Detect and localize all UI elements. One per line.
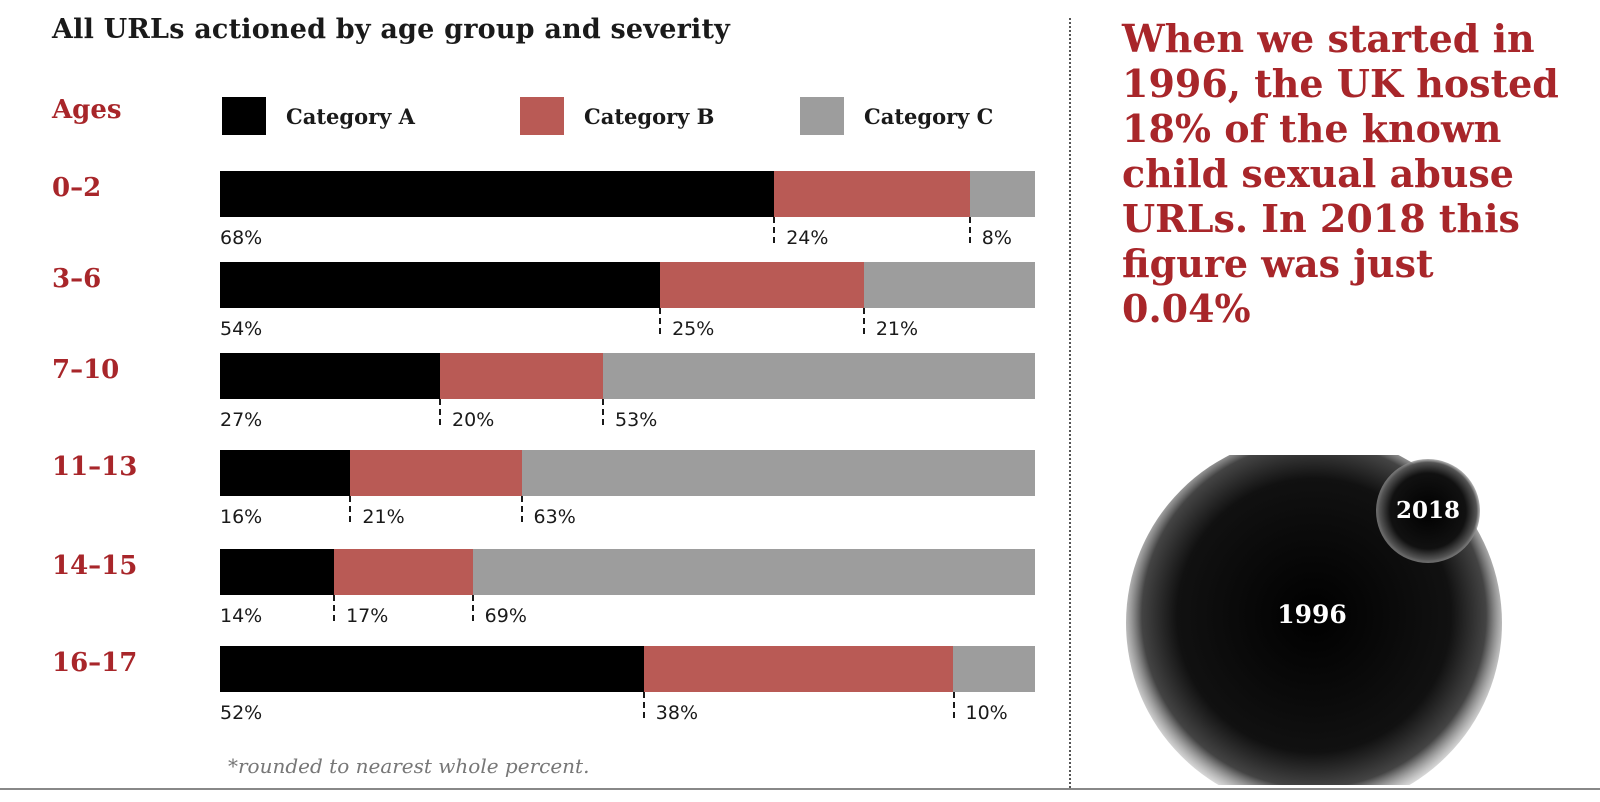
value-label: 21%: [875, 318, 919, 340]
age-label: 0–2: [52, 173, 102, 203]
segment-tick: [952, 692, 955, 718]
bar-segment: [220, 171, 775, 217]
age-label: 11–13: [52, 452, 138, 482]
bubble-1996-label: 1996: [1277, 600, 1347, 629]
value-label: 10%: [965, 702, 1008, 724]
legend-item: Category A: [222, 97, 415, 135]
bar-segment: [220, 353, 441, 399]
bar-segment: [220, 262, 661, 308]
value-label: 14%: [220, 605, 263, 627]
segment-tick: [862, 308, 865, 334]
bar-segment: [863, 262, 1035, 308]
bar-segment: [969, 171, 1035, 217]
value-label: 68%: [220, 227, 263, 249]
stacked-bar: [220, 646, 1035, 692]
segment-tick: [520, 496, 523, 522]
value-label: 63%: [533, 506, 576, 528]
ages-axis-heading: Ages: [52, 95, 122, 125]
age-label: 16–17: [52, 648, 138, 678]
value-label: 8%: [981, 227, 1012, 249]
stacked-bar: [220, 171, 1035, 217]
bar-segment: [472, 549, 1035, 595]
value-label: 17%: [346, 605, 389, 627]
value-label: 16%: [220, 506, 263, 528]
stacked-bar: [220, 450, 1035, 496]
segment-tick: [439, 399, 442, 425]
value-label: 69%: [484, 605, 527, 627]
value-label: 21%: [362, 506, 405, 528]
bubble-2018-label: 2018: [1396, 497, 1460, 524]
age-label: 7–10: [52, 355, 120, 385]
segment-tick: [471, 595, 474, 621]
legend-label: Category B: [584, 103, 715, 129]
bar-segment: [440, 353, 604, 399]
legend-swatch: [222, 97, 266, 135]
legend-swatch: [800, 97, 844, 135]
segment-tick: [349, 496, 352, 522]
bubble-comparison: 1996 2018: [1126, 455, 1502, 785]
legend-label: Category A: [286, 103, 415, 129]
bar-segment: [521, 450, 1035, 496]
bar-segment: [953, 646, 1035, 692]
stacked-bar: [220, 549, 1035, 595]
bar-segment: [350, 450, 522, 496]
age-label: 3–6: [52, 264, 102, 294]
legend-label: Category C: [864, 103, 994, 129]
segment-tick: [773, 217, 776, 243]
bar-segment: [220, 646, 644, 692]
bar-segment: [220, 450, 351, 496]
value-label: 20%: [452, 409, 495, 431]
stacked-bar: [220, 353, 1035, 399]
legend-swatch: [520, 97, 564, 135]
legend-item: Category B: [520, 97, 714, 135]
callout-text: When we started in 1996, the UK hosted 1…: [1122, 16, 1559, 331]
segment-tick: [642, 692, 645, 718]
age-label: 14–15: [52, 551, 138, 581]
bar-segment: [774, 171, 970, 217]
value-label: 24%: [786, 227, 829, 249]
value-label: 25%: [672, 318, 715, 340]
bar-segment: [643, 646, 954, 692]
segment-tick: [659, 308, 662, 334]
bar-segment: [603, 353, 1035, 399]
stacked-bar: [220, 262, 1035, 308]
segment-tick: [333, 595, 336, 621]
value-label: 27%: [220, 409, 263, 431]
value-label: 53%: [615, 409, 658, 431]
value-label: 38%: [655, 702, 699, 724]
segment-tick: [602, 399, 605, 425]
bubble-2018: [1376, 459, 1480, 563]
legend-item: Category C: [800, 97, 993, 135]
chart-title: All URLs actioned by age group and sever…: [52, 14, 731, 45]
value-label: 54%: [220, 318, 263, 340]
bottom-rule: [0, 788, 1600, 790]
panel-divider: [1069, 18, 1071, 788]
bar-segment: [334, 549, 473, 595]
bar-segment: [220, 549, 335, 595]
footnote: *rounded to nearest whole percent.: [228, 754, 590, 778]
segment-tick: [968, 217, 971, 243]
value-label: 52%: [220, 702, 263, 724]
bar-segment: [660, 262, 864, 308]
